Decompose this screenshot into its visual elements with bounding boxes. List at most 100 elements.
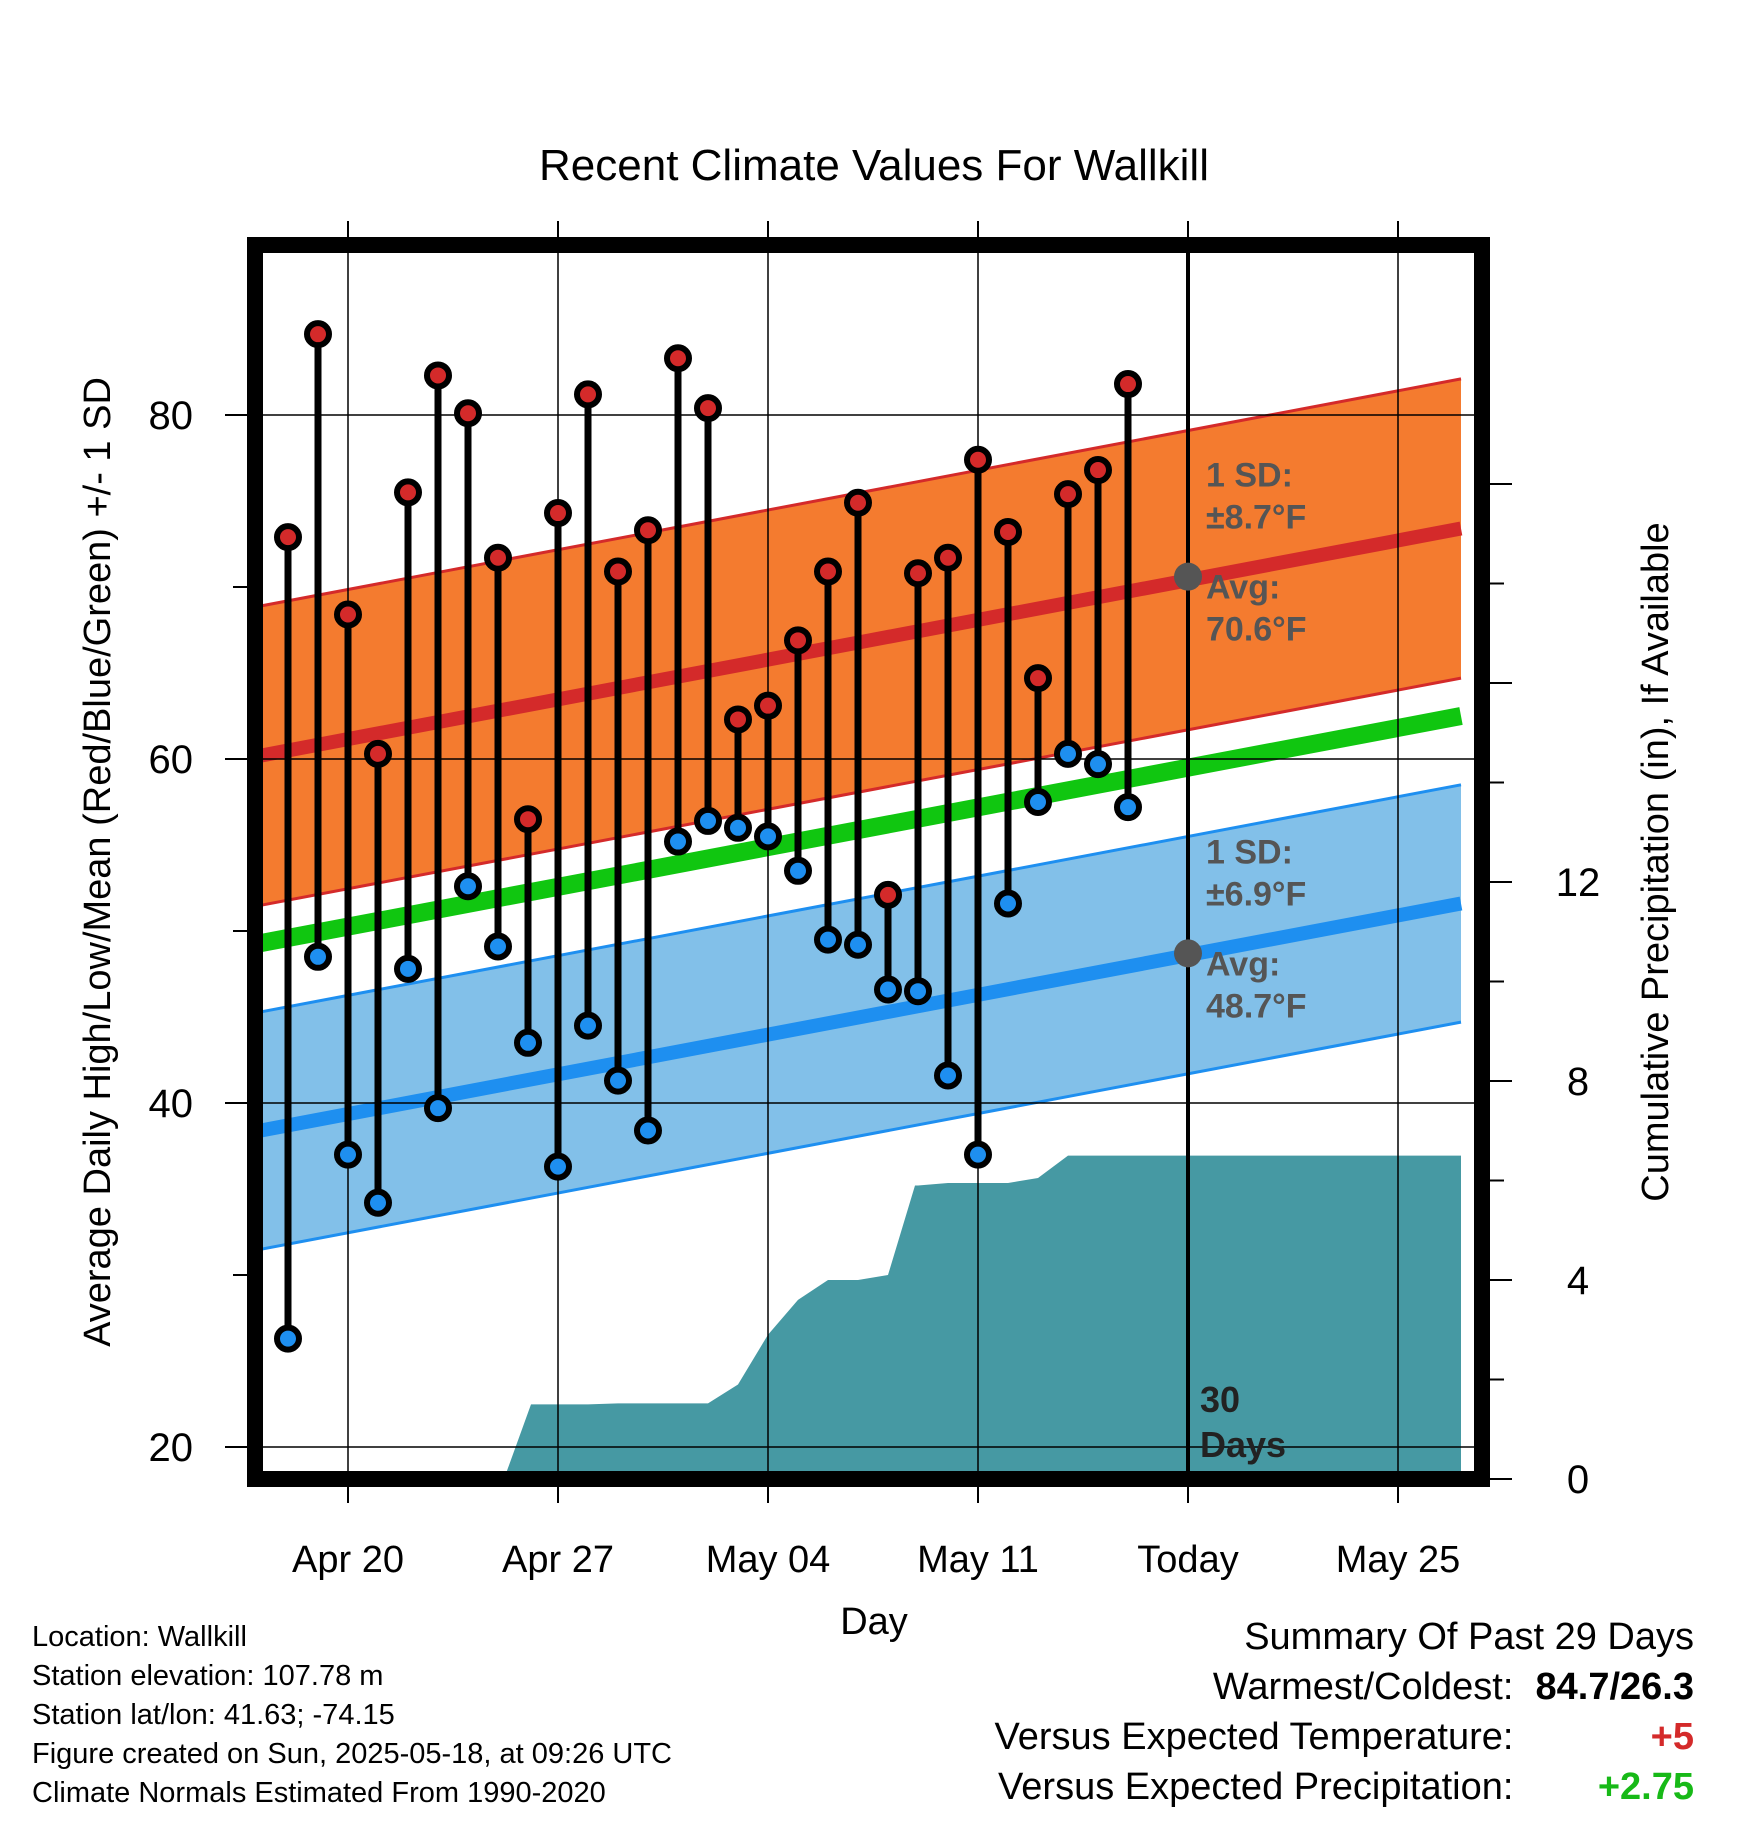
- location-text: Location: Wallkill: [32, 1621, 247, 1653]
- daily-low-point: [664, 827, 692, 856]
- daily-high-point: [664, 344, 692, 373]
- daily-low-point: [604, 1066, 632, 1095]
- summary-precip: Versus Expected Precipitation: +2.75: [995, 1762, 1694, 1812]
- y-axis-label-left: Average Daily High/Low/Mean (Red/Blue/Gr…: [77, 377, 119, 1347]
- daily-high-point: [274, 523, 302, 552]
- daily-high-point: [484, 543, 512, 572]
- summary-temp: Versus Expected Temperature: +5: [995, 1712, 1694, 1762]
- daily-high-point: [1114, 370, 1142, 399]
- x-tick-label: Apr 20: [292, 1539, 404, 1581]
- created-text: Figure created on Sun, 2025-05-18, at 09…: [32, 1738, 672, 1770]
- y-tick-label-left: 80: [149, 394, 194, 438]
- chart-title: Recent Climate Values For Wallkill: [539, 141, 1209, 190]
- summary-warm-cold: Warmest/Coldest: 84.7/26.3: [995, 1662, 1694, 1712]
- high-annotation-sd-label: 1 SD:: [1206, 457, 1293, 495]
- low-annotation-avg-label: Avg:: [1206, 945, 1280, 983]
- x-tick-label: Apr 27: [502, 1539, 614, 1581]
- period-label: 30: [1200, 1379, 1240, 1420]
- y-tick-label-right: 12: [1556, 861, 1601, 905]
- summary-panel: Summary Of Past 29 Days Warmest/Coldest:…: [995, 1612, 1694, 1812]
- daily-high-point: [604, 557, 632, 586]
- low-annotation-avg-marker: [1174, 939, 1202, 968]
- x-tick-label: Today: [1137, 1539, 1238, 1581]
- daily-high-point: [1054, 480, 1082, 509]
- daily-low-point: [364, 1188, 392, 1217]
- daily-low-point: [574, 1011, 602, 1040]
- x-axis-label: Day: [840, 1601, 908, 1643]
- temp-value: +5: [1650, 1716, 1694, 1758]
- daily-low-point: [904, 977, 932, 1006]
- daily-high-point: [694, 394, 722, 423]
- daily-low-point: [424, 1094, 452, 1123]
- daily-low-point: [1084, 750, 1112, 779]
- daily-high-point: [304, 320, 332, 349]
- daily-high-point: [634, 516, 662, 545]
- x-tick-label: May 25: [1336, 1539, 1461, 1581]
- high-annotation-avg-label: Avg:: [1206, 569, 1280, 607]
- daily-high-point: [454, 399, 482, 428]
- daily-low-point: [814, 925, 842, 954]
- y-tick-label-left: 40: [149, 1082, 194, 1126]
- warm-cold-label: Warmest/Coldest:: [1212, 1666, 1514, 1708]
- daily-low-point: [394, 954, 422, 983]
- elevation-text: Station elevation: 107.78 m: [32, 1660, 384, 1692]
- low-annotation-sd-label: 1 SD:: [1206, 833, 1293, 871]
- latlon-text: Station lat/lon: 41.63; -74.15: [32, 1699, 395, 1731]
- y-tick-label-right: 4: [1567, 1259, 1589, 1303]
- daily-low-point: [544, 1152, 572, 1181]
- precip-value: +2.75: [1597, 1766, 1694, 1808]
- daily-high-point: [514, 805, 542, 834]
- low-annotation-avg-value: 48.7°F: [1206, 987, 1307, 1025]
- daily-high-point: [964, 445, 992, 474]
- low-sd-lower-edge: [255, 1020, 1462, 1252]
- daily-high-point: [934, 543, 962, 572]
- normal-low-line: [255, 896, 1463, 1139]
- normals-text: Climate Normals Estimated From 1990-2020: [32, 1777, 606, 1809]
- daily-high-point: [754, 691, 782, 720]
- daily-low-point: [1024, 788, 1052, 816]
- precip-area: [255, 1155, 1461, 1479]
- daily-high-point: [784, 626, 812, 655]
- daily-low-point: [514, 1028, 542, 1057]
- y-tick-label-right: 0: [1567, 1458, 1589, 1502]
- plot-frame: [247, 237, 1490, 1487]
- daily-low-point: [334, 1140, 362, 1169]
- daily-low-point: [1054, 739, 1082, 768]
- daily-low-point: [724, 813, 752, 842]
- daily-low-point: [964, 1140, 992, 1169]
- daily-low-point: [934, 1061, 962, 1090]
- daily-high-point: [544, 499, 572, 528]
- daily-low-point: [484, 932, 512, 961]
- high-annotation-avg-value: 70.6°F: [1206, 611, 1307, 649]
- low-annotation-sd-value: ±6.9°F: [1206, 875, 1306, 913]
- daily-low-point: [454, 872, 482, 901]
- station-info: Location: Wallkill Station elevation: 10…: [32, 1618, 672, 1813]
- high-annotation-avg-marker: [1174, 562, 1202, 591]
- precip-label: Versus Expected Precipitation:: [998, 1766, 1514, 1808]
- daily-high-point: [424, 361, 452, 390]
- daily-high-point: [994, 517, 1022, 546]
- temp-label: Versus Expected Temperature:: [994, 1716, 1514, 1758]
- daily-low-point: [304, 942, 332, 971]
- summary-title: Summary Of Past 29 Days: [1244, 1616, 1694, 1658]
- daily-low-point: [274, 1324, 302, 1353]
- daily-high-point: [844, 488, 872, 517]
- x-tick-label: May 11: [917, 1539, 1039, 1581]
- daily-high-point: [874, 880, 902, 909]
- daily-low-point: [754, 822, 782, 851]
- daily-low-point: [874, 975, 902, 1004]
- daily-low-point: [634, 1116, 662, 1145]
- x-tick-label: May 04: [706, 1539, 831, 1581]
- daily-high-point: [574, 380, 602, 409]
- period-label: Days: [1200, 1424, 1286, 1465]
- daily-high-point: [394, 478, 422, 507]
- warm-cold-value: 84.7/26.3: [1535, 1666, 1694, 1708]
- daily-low-point: [694, 806, 722, 835]
- daily-high-point: [904, 559, 932, 588]
- daily-high-point: [1084, 456, 1112, 485]
- y-tick-label-left: 20: [149, 1426, 194, 1470]
- daily-high-point: [1024, 664, 1052, 693]
- daily-low-point: [1114, 793, 1142, 822]
- y-axis-label-right: Cumulative Precipitation (in), If Availa…: [1635, 522, 1677, 1201]
